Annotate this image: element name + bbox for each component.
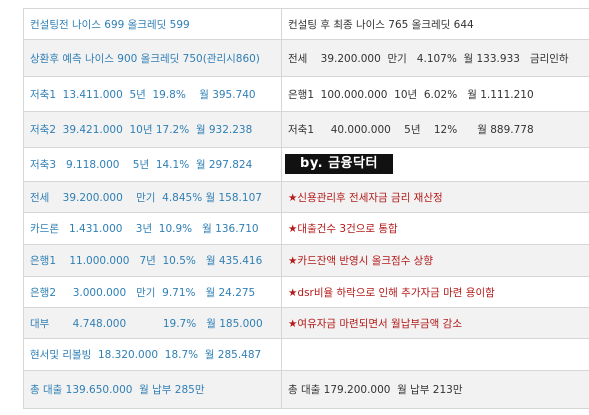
- before-cell: 저축1 13.411.000 5년 19.8% 월 395.740: [23, 76, 282, 112]
- before-cell: 카드론 1.431.000 3년 10.9% 월 136.710: [23, 212, 282, 245]
- note-cell: ★카드잔액 반영시 올크점수 상향: [281, 244, 589, 277]
- after-cell: 은행1 100.000.000 10년 6.02% 월 1.111.210: [281, 76, 589, 112]
- table-row: 은행1 11.000.000 7년 10.5% 월 435.416 ★카드잔액 …: [23, 244, 589, 277]
- total-after-cell: 총 대출 179.200.000 월 납부 213만: [281, 370, 589, 409]
- table-row: 현서및 리볼빙 18.320.000 18.7% 월 285.487: [23, 338, 589, 371]
- before-cell: 컨설팅전 나이스 699 올크레딧 599: [23, 8, 282, 40]
- table-row: 카드론 1.431.000 3년 10.9% 월 136.710 ★대출건수 3…: [23, 212, 589, 245]
- before-cell: 저축2 39.421.000 10년 17.2% 월 932.238: [23, 111, 282, 148]
- before-cell: 현서및 리볼빙 18.320.000 18.7% 월 285.487: [23, 338, 282, 371]
- note-cell: ★대출건수 3건으로 통합: [281, 212, 589, 245]
- table-row: 상환후 예측 나이스 900 올크레딧 750(관리시860) 전세 39.20…: [23, 39, 589, 77]
- before-cell: 은행1 11.000.000 7년 10.5% 월 435.416: [23, 244, 282, 277]
- before-cell: 은행2 3.000.000 만기 9.71% 월 24.275: [23, 276, 282, 308]
- before-cell: 상환후 예측 나이스 900 올크레딧 750(관리시860): [23, 39, 282, 77]
- table-row: 총 대출 139.650.000 월 납부 285만 총 대출 179.200.…: [23, 370, 589, 409]
- table-row: 전세 39.200.000 만기 4.845% 월 158.107 ★신용관리후…: [23, 181, 589, 213]
- total-before-cell: 총 대출 139.650.000 월 납부 285만: [23, 370, 282, 409]
- after-cell: [281, 338, 589, 371]
- watermark-label: by. 금융닥터: [285, 154, 393, 174]
- loan-comparison-table: 컨설팅전 나이스 699 올크레딧 599 컨설팅 후 최종 나이스 765 올…: [23, 8, 589, 409]
- after-cell: 전세 39.200.000 만기 4.107% 월 133.933 금리인하: [281, 39, 589, 77]
- note-cell: ★여유자금 마련되면서 월납부금액 감소: [281, 307, 589, 339]
- before-cell: 전세 39.200.000 만기 4.845% 월 158.107: [23, 181, 282, 213]
- table-row: 대부 4.748.000 19.7% 월 185.000 ★여유자금 마련되면서…: [23, 307, 589, 339]
- table-row: 컨설팅전 나이스 699 올크레딧 599 컨설팅 후 최종 나이스 765 올…: [23, 8, 589, 40]
- table-row: 은행2 3.000.000 만기 9.71% 월 24.275 ★dsr비율 하…: [23, 276, 589, 308]
- after-cell: 저축1 40.000.000 5년 12% 월 889.778: [281, 111, 589, 148]
- table-row: 저축1 13.411.000 5년 19.8% 월 395.740 은행1 10…: [23, 76, 589, 112]
- table-row: 저축2 39.421.000 10년 17.2% 월 932.238 저축1 4…: [23, 111, 589, 148]
- after-cell: 컨설팅 후 최종 나이스 765 올크레딧 644: [281, 8, 589, 40]
- before-cell: 저축3 9.118.000 5년 14.1% 월 297.824: [23, 147, 282, 182]
- note-cell: ★dsr비율 하락으로 인해 추가자금 마련 용이함: [281, 276, 589, 308]
- note-cell: ★신용관리후 전세자금 금리 재산정: [281, 181, 589, 213]
- before-cell: 대부 4.748.000 19.7% 월 185.000: [23, 307, 282, 339]
